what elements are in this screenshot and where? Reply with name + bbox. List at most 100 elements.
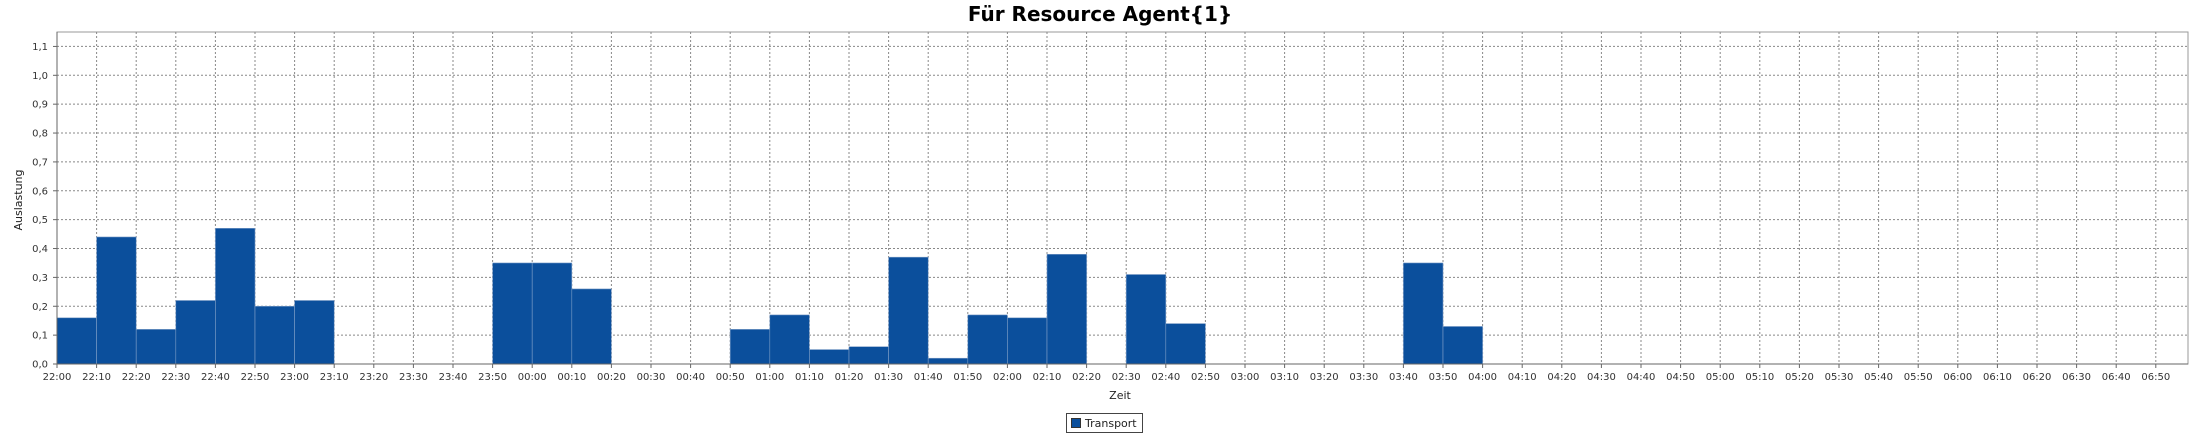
y-tick-label: 0,7 [32,157,48,168]
x-tick-label: 22:30 [161,372,190,383]
y-axis-label: Auslastung [12,170,25,231]
bar-2200 [56,317,97,365]
bar-0110 [809,349,850,365]
bar-0340 [1403,262,1444,365]
y-tick-label: 0,5 [32,215,48,226]
bar-0230 [1125,274,1167,365]
x-tick-label: 00:10 [557,372,586,383]
x-tick-label: 22:10 [82,372,111,383]
x-tick-label: 04:00 [1468,372,1497,383]
x-tick-label: 03:40 [1389,372,1418,383]
x-tick-label: 01:00 [755,372,784,383]
x-tick-label: 03:20 [1310,372,1339,383]
bar-0210 [1046,253,1087,365]
x-tick-label: 05:50 [1904,372,1933,383]
grid [56,31,2189,365]
x-tick-label: 01:20 [835,372,864,383]
y-tick-label: 0,1 [32,331,48,342]
x-tick-label: 02:00 [993,372,1022,383]
bar-2300 [294,300,335,365]
legend-label-transport: Transport [1085,416,1137,430]
x-tick-label: 06:50 [2141,372,2170,383]
x-tick-label: 22:40 [201,372,230,383]
y-tick-label: 0,9 [32,100,48,111]
x-tick-label: 03:00 [1231,372,1260,383]
x-tick-label: 23:30 [399,372,428,383]
bar-0130 [888,256,929,365]
y-tick-label: 0,4 [32,244,48,255]
legend: Transport [1066,413,1143,433]
bar-2230 [175,300,216,365]
chart-title: Für Resource Agent{1} [967,2,1233,26]
x-tick-label: 02:10 [1033,372,1062,383]
x-tick-label: 03:10 [1270,372,1299,383]
x-tick-label: 06:20 [2023,372,2052,383]
x-tick-label: 02:40 [1151,372,1180,383]
x-tick-label: 06:10 [1983,372,2012,383]
bar-0000 [531,262,573,365]
bar-0200 [1007,317,1048,365]
x-tick-label: 23:10 [320,372,349,383]
y-tick-label: 0,2 [32,302,48,313]
bar-2250 [254,305,295,365]
y-tick-label: 0,6 [32,186,48,197]
x-tick-label: 22:50 [241,372,270,383]
x-tick-label: 03:30 [1349,372,1378,383]
x-tick-label: 01:30 [874,372,903,383]
x-tick-label: 05:40 [1864,372,1893,383]
x-tick-label: 06:30 [2062,372,2091,383]
legend-swatch [1071,418,1081,428]
x-tick-label: 03:50 [1429,372,1458,383]
x-tick-label: 05:00 [1706,372,1735,383]
x-tick-label: 00:00 [518,372,547,383]
x-tick-label: 00:20 [597,372,626,383]
x-tick-label: 23:40 [439,372,468,383]
x-tick-label: 22:00 [43,372,72,383]
bar-2220 [135,329,177,365]
x-tick-label: 04:50 [1666,372,1695,383]
x-tick-label: 04:20 [1547,372,1576,383]
x-tick-label: 05:30 [1825,372,1854,383]
x-tick-label: 23:20 [359,372,388,383]
bar-2210 [96,236,137,365]
y-tick-label: 1,1 [32,42,48,53]
x-tick-label: 04:30 [1587,372,1616,383]
x-tick-label: 23:50 [478,372,507,383]
x-tick-label: 05:20 [1785,372,1814,383]
y-tick-label: 0,8 [32,129,48,140]
bar-0120 [848,346,889,365]
x-tick-label: 22:20 [122,372,151,383]
bar-0140 [927,357,969,365]
x-tick-label: 23:00 [280,372,309,383]
x-tick-label: 04:10 [1508,372,1537,383]
bar-0050 [729,329,771,365]
axes: 0,0 0,1 0,2 0,3 0,4 0,5 0,6 0,7 0,8 0,9 1,0 1,1 22:0… [32,32,2188,383]
bar-2240 [215,228,256,365]
bar-series [56,228,1483,365]
x-tick-label: 04:40 [1627,372,1656,383]
y-tick-label: 1,0 [32,71,48,82]
y-tick-label: 0,0 [32,360,48,371]
x-axis-label: Zeit [1109,389,1131,402]
bar-0100 [769,314,810,365]
plot-area [56,31,2189,365]
bar-0240 [1165,323,1206,365]
bar-0010 [571,288,612,365]
x-tick-label: 02:20 [1072,372,1101,383]
x-tick-label: 01:10 [795,372,824,383]
x-tick-label: 00:40 [676,372,705,383]
x-tick-label: 05:10 [1745,372,1774,383]
x-tick-label: 00:50 [716,372,745,383]
x-tick-label: 01:40 [914,372,943,383]
x-tick-label: 02:50 [1191,372,1220,383]
x-tick-label: 02:30 [1112,372,1141,383]
bar-0150 [967,314,1008,365]
x-tick-label: 00:30 [637,372,666,383]
bar-0350 [1442,326,1483,365]
bar-2350 [492,262,533,365]
x-tick-label: 06:40 [2102,372,2131,383]
x-tick-label: 01:50 [953,372,982,383]
x-tick-label: 06:00 [1943,372,1972,383]
y-tick-label: 0,3 [32,273,48,284]
